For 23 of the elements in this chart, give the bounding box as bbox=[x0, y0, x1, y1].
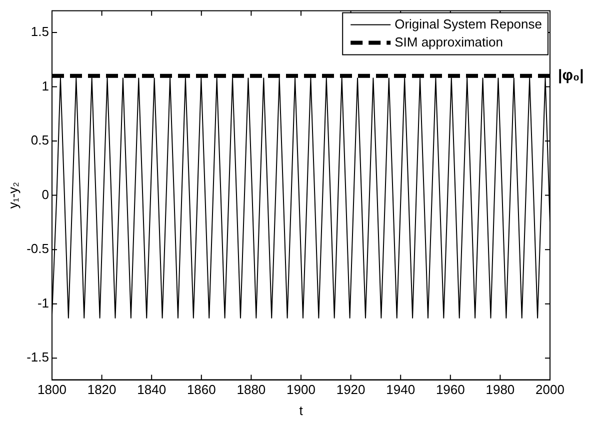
x-tick-label: 1960 bbox=[436, 382, 465, 398]
y-tick-label: 1.5 bbox=[30, 24, 49, 40]
y-tick-label: -0.5 bbox=[26, 241, 49, 256]
x-tick-label: 1920 bbox=[336, 382, 366, 398]
x-tick-label: 1840 bbox=[137, 382, 166, 398]
legend-label: SIM approximation bbox=[394, 34, 503, 50]
y-tick-label: -1 bbox=[37, 295, 49, 310]
y-axis-title: y₁-y₂ bbox=[5, 182, 20, 209]
x-tick-label: 1800 bbox=[38, 382, 66, 398]
x-axis-title: t bbox=[299, 402, 304, 418]
annotation: |φ₀| bbox=[558, 67, 584, 84]
legend-label: Original System Reponse bbox=[394, 16, 542, 32]
x-tick-label: 1980 bbox=[486, 382, 515, 398]
y-tick-label: 0 bbox=[42, 186, 49, 202]
x-tick-label: 1820 bbox=[87, 382, 116, 398]
x-tick-label: 1880 bbox=[236, 382, 266, 398]
x-tick-label: 2000 bbox=[536, 382, 564, 398]
y-tick-label: 0.5 bbox=[30, 132, 49, 148]
y-tick-label: 1 bbox=[42, 78, 49, 94]
x-tick-label: 1940 bbox=[386, 382, 416, 398]
x-tick-label: 1900 bbox=[286, 382, 316, 398]
y-tick-label: -1.5 bbox=[26, 350, 49, 365]
x-tick-label: 1860 bbox=[186, 382, 216, 398]
